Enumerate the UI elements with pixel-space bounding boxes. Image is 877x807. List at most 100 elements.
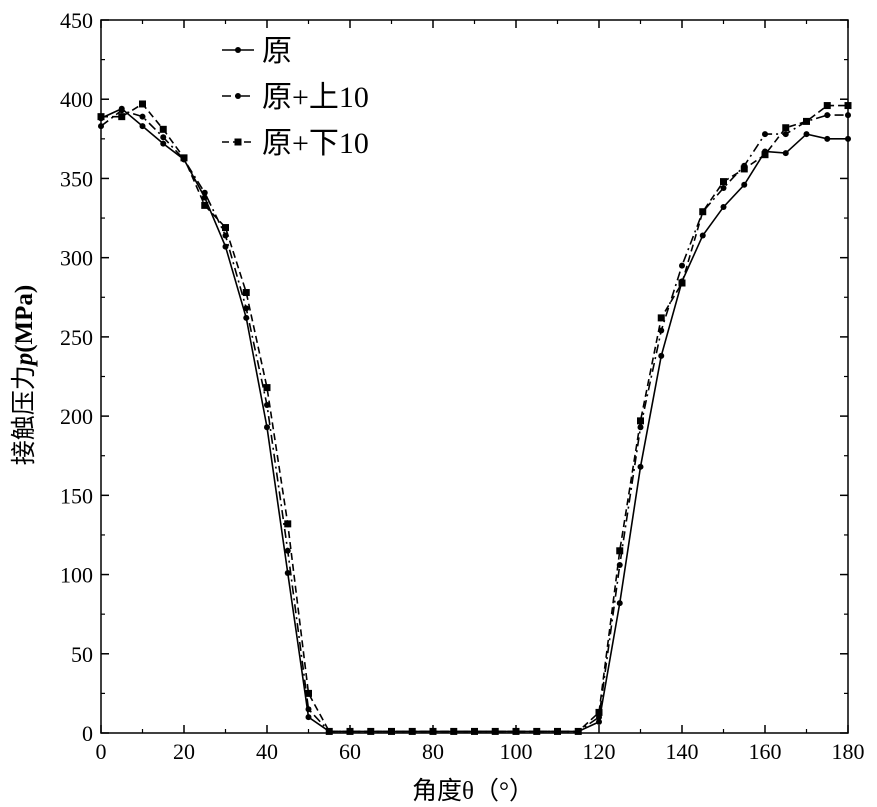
- y-axis-label-unit: (MPa): [11, 285, 38, 353]
- data-point: [367, 727, 375, 735]
- series-layer: [97, 100, 852, 735]
- plot-frame: [100, 19, 849, 734]
- data-point: [699, 208, 707, 216]
- data-point: [658, 352, 665, 359]
- data-point: [720, 184, 727, 191]
- series-line: [100, 109, 848, 733]
- y-tick-label: 150: [60, 483, 93, 508]
- y-tick-label: 250: [60, 325, 93, 350]
- legend-label: 原+下10: [262, 127, 369, 160]
- data-point: [678, 279, 686, 287]
- data-point: [264, 424, 270, 431]
- y-tick-label: 0: [82, 721, 93, 746]
- data-point: [139, 123, 146, 130]
- data-point: [201, 189, 208, 196]
- data-point: [98, 123, 104, 130]
- data-point: [803, 117, 810, 125]
- data-point: [720, 178, 727, 186]
- data-point: [305, 689, 312, 697]
- legend-label: 原: [262, 35, 292, 68]
- data-point: [533, 727, 541, 735]
- data-point: [305, 714, 312, 721]
- data-point: [346, 727, 354, 735]
- data-point: [201, 194, 208, 201]
- y-tick-label: 50: [71, 642, 93, 667]
- data-point: [616, 600, 623, 607]
- y-tick-label: 400: [60, 87, 93, 112]
- data-point: [159, 125, 167, 133]
- data-point: [243, 314, 250, 321]
- x-tick-label: 100: [500, 739, 533, 764]
- y-tick-label: 100: [60, 563, 93, 588]
- data-point: [222, 224, 229, 232]
- data-point: [118, 113, 126, 121]
- y-axis-ticks: 0 50 100 150 200 250 300 350 400 450: [60, 8, 848, 746]
- x-tick-label: 40: [256, 739, 278, 764]
- data-point: [596, 718, 602, 725]
- data-point: [325, 727, 333, 735]
- data-point: [845, 135, 851, 142]
- data-point: [97, 113, 105, 121]
- data-point: [803, 131, 810, 138]
- x-tick-label: 0: [96, 739, 107, 764]
- legend: 原原+上10 原+下10: [222, 35, 369, 160]
- data-point: [263, 384, 271, 392]
- data-point: [284, 569, 291, 576]
- x-tick-label: 60: [339, 739, 361, 764]
- data-point: [305, 706, 312, 713]
- x-tick-label: 180: [832, 739, 865, 764]
- data-point: [823, 102, 831, 110]
- data-point: [782, 150, 789, 157]
- series-3: [97, 100, 852, 735]
- data-point: [160, 134, 167, 141]
- data-point: [761, 151, 769, 159]
- data-point: [844, 102, 852, 110]
- data-point: [242, 289, 250, 297]
- data-point: [616, 547, 624, 555]
- data-point: [118, 107, 125, 114]
- data-point: [762, 131, 768, 138]
- x-tick-label: 120: [583, 739, 616, 764]
- data-point: [679, 262, 685, 269]
- data-point: [491, 727, 499, 735]
- y-tick-label: 450: [60, 8, 93, 33]
- legend-marker: [235, 47, 241, 53]
- data-point: [512, 727, 520, 735]
- data-point: [471, 727, 478, 735]
- data-point: [845, 112, 851, 119]
- legend-marker: [235, 93, 241, 99]
- data-point: [657, 314, 665, 322]
- y-axis-label: 接触压力p(MPa): [10, 285, 38, 466]
- x-tick-label: 140: [666, 739, 699, 764]
- data-point: [139, 100, 146, 108]
- data-point: [180, 154, 188, 162]
- y-axis-label-symbol: p: [11, 353, 38, 368]
- data-point: [595, 708, 603, 716]
- series-1: [98, 105, 851, 735]
- series-line: [100, 107, 848, 733]
- data-point: [740, 165, 748, 173]
- y-axis-label-text: 接触压力: [10, 365, 38, 465]
- plot-border: [100, 19, 849, 734]
- data-point: [554, 727, 561, 735]
- series-2: [98, 107, 851, 735]
- data-point: [782, 124, 790, 132]
- data-point: [222, 243, 229, 250]
- series-line: [101, 102, 848, 733]
- data-point: [450, 727, 458, 735]
- data-point: [741, 181, 748, 188]
- data-point: [782, 131, 789, 138]
- data-point: [284, 547, 291, 554]
- data-point: [201, 201, 209, 209]
- data-point: [637, 463, 644, 470]
- y-tick-label: 350: [60, 166, 93, 191]
- y-tick-label: 200: [60, 404, 93, 429]
- data-point: [264, 402, 270, 409]
- data-point: [720, 203, 727, 210]
- data-point: [408, 727, 416, 735]
- data-point: [574, 727, 582, 735]
- data-point: [824, 112, 831, 119]
- x-axis-label: 角度θ（°）: [412, 777, 534, 805]
- data-point: [699, 232, 706, 239]
